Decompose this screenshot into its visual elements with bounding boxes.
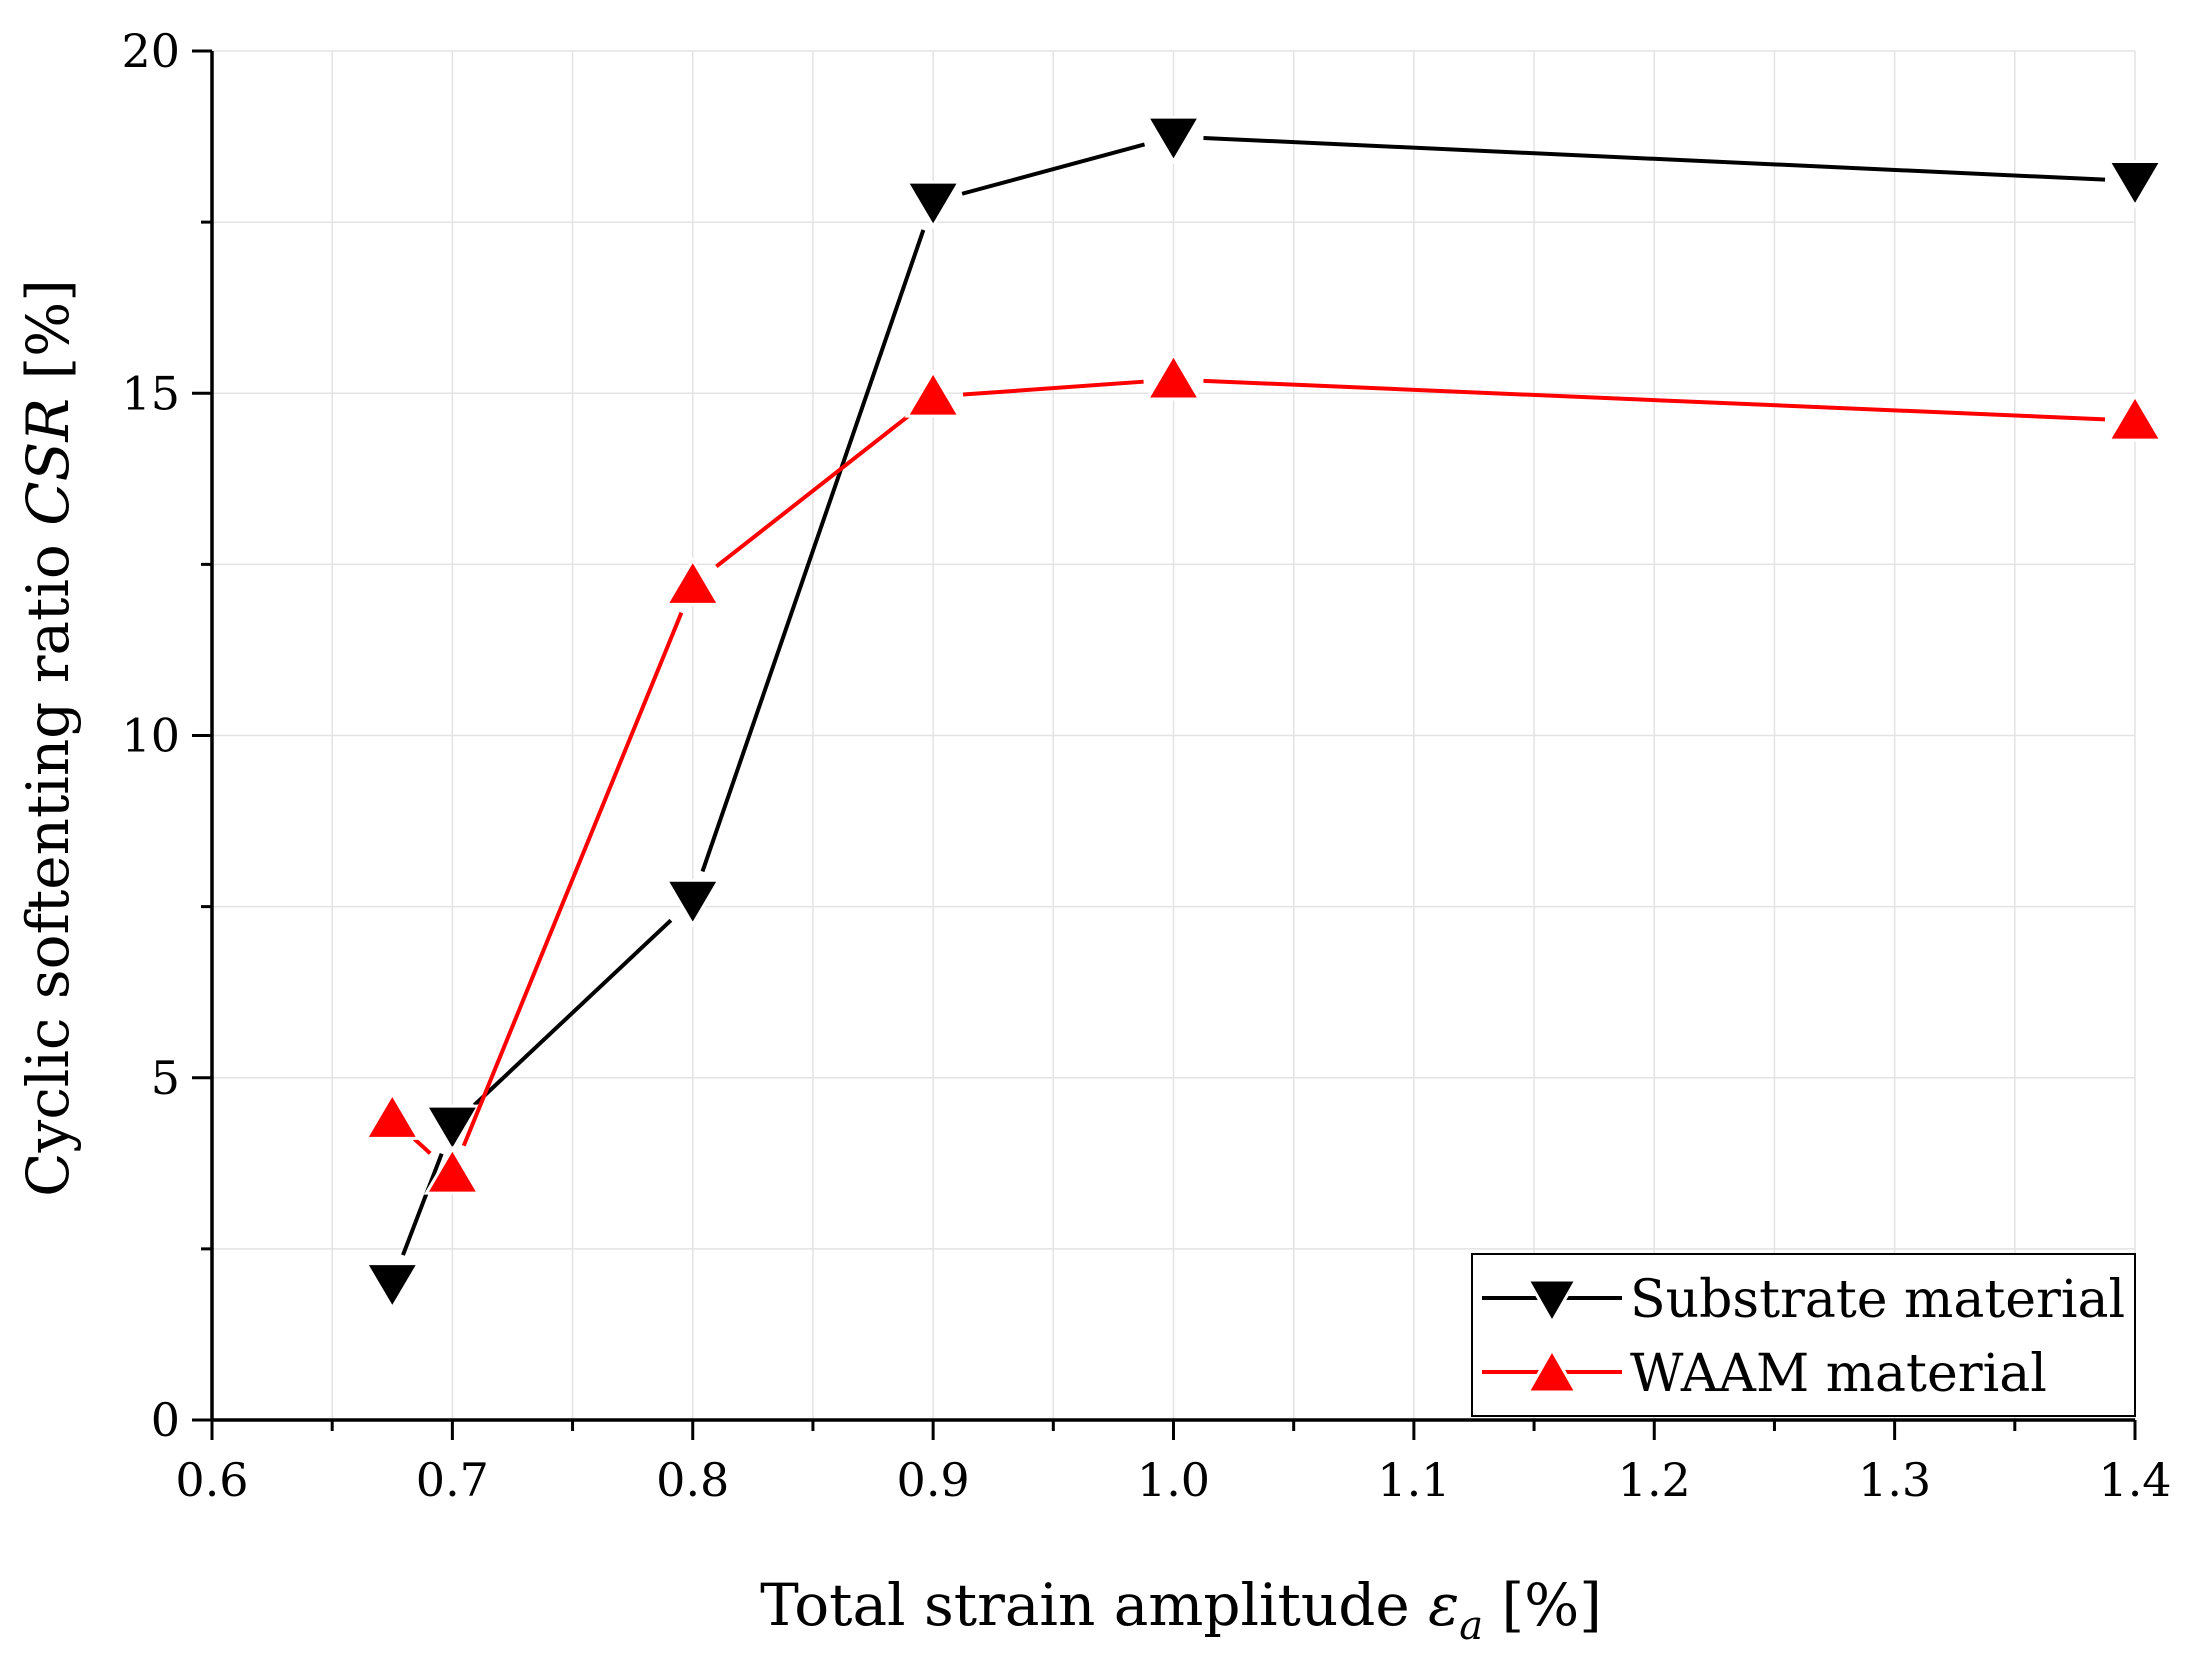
series-line-segment (715, 413, 911, 568)
x-tick-label: 1.4 (2098, 1453, 2171, 1507)
series-line-segment (700, 229, 926, 873)
y-tick-label: 0 (151, 1393, 180, 1447)
legend-label-substrate: Substrate material (1630, 1270, 2125, 1330)
legend-entry-waam: WAAM material (1482, 1344, 2047, 1404)
y-tick-label: 20 (121, 24, 180, 78)
legend-entry-substrate: Substrate material (1482, 1270, 2125, 1330)
y-tick-label: 5 (151, 1051, 180, 1105)
x-tick-label: 0.9 (897, 1453, 970, 1507)
x-tick-label: 1.3 (1858, 1453, 1931, 1507)
grid-lines (211, 50, 2136, 1421)
x-tick-label: 1.1 (1377, 1453, 1450, 1507)
data-point-marker (423, 1104, 481, 1154)
series-line-segment (1203, 378, 2106, 422)
data-point-marker (664, 557, 722, 606)
data-point-marker (363, 1262, 421, 1311)
data-point-marker (2106, 160, 2164, 209)
data-point-marker (664, 878, 722, 928)
data-point-marker (2106, 392, 2164, 442)
series-line-segment (461, 611, 684, 1147)
x-tick-label: 0.7 (416, 1453, 489, 1507)
plot-series (363, 115, 2164, 1311)
x-tick-label: 1.2 (1618, 1453, 1691, 1507)
axes (192, 49, 2137, 1440)
series-line-segment (962, 379, 1144, 397)
data-point-marker (1144, 351, 1203, 401)
legend-box (1471, 1253, 2136, 1417)
data-point-marker (904, 369, 962, 418)
series-line-segment (1203, 135, 2106, 182)
x-axis-title: Total strain amplitude εa [%] (760, 1571, 1602, 1649)
series-line-segment (472, 918, 673, 1107)
legend: Substrate material WAAM material (1471, 1253, 2136, 1417)
legend-marker-substrate (1525, 1278, 1579, 1326)
tick-labels: 0.6 0.7 0.8 0.9 1.0 1.1 1.2 1.3 1.4 0 5 10 15 20 (121, 24, 2171, 1507)
legend-marker-waam (1525, 1346, 1579, 1394)
x-tick-label: 0.6 (175, 1453, 248, 1507)
y-tick-label: 10 (121, 709, 180, 763)
legend-label-waam: WAAM material (1630, 1344, 2047, 1404)
data-point-marker (363, 1091, 421, 1140)
series-waam (363, 351, 2164, 1195)
x-tick-label: 0.8 (656, 1453, 729, 1507)
y-tick-label: 15 (121, 366, 180, 420)
data-point-marker (1144, 115, 1203, 165)
data-point-marker (904, 180, 962, 230)
series-substrate (363, 115, 2164, 1311)
series-line-segment (413, 1137, 432, 1155)
series-line-segment (961, 142, 1146, 196)
series-line-segment (401, 1152, 444, 1256)
x-tick-label: 1.0 (1137, 1453, 1210, 1507)
data-point-marker (423, 1145, 481, 1195)
y-axis-title: Cyclic softenting ratio CSR [%] (14, 279, 82, 1197)
